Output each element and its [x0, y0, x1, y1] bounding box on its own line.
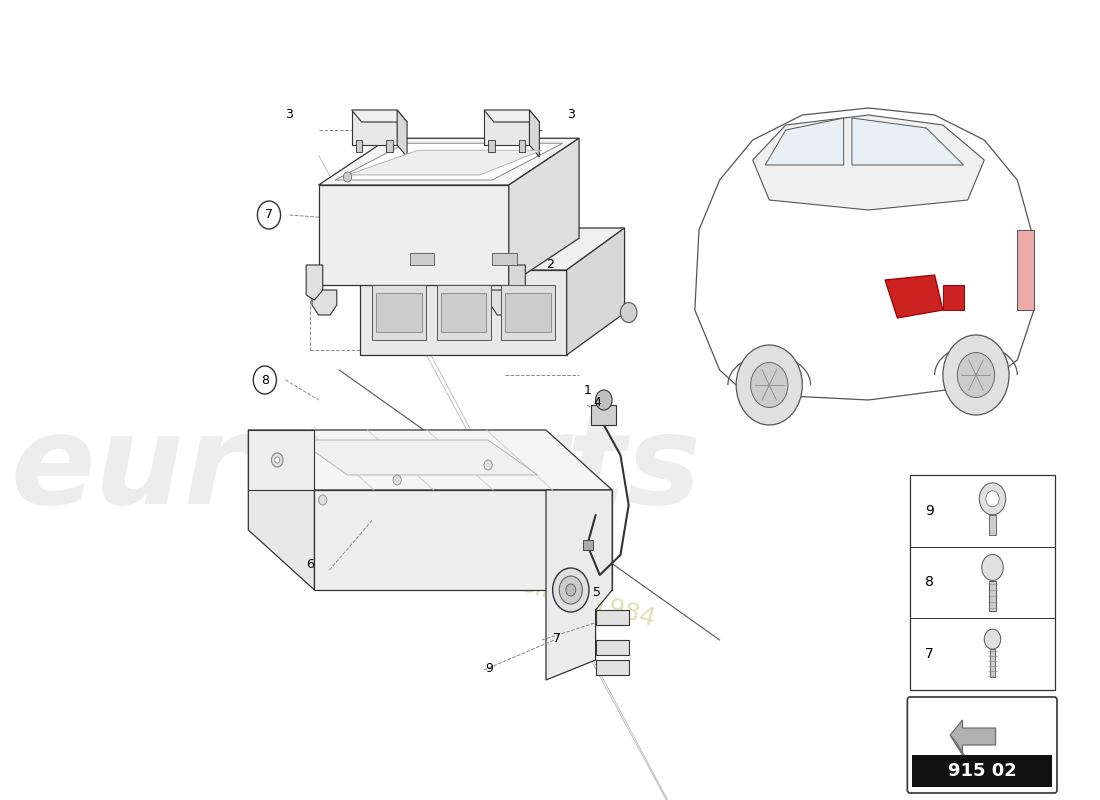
Circle shape: [982, 554, 1003, 581]
Circle shape: [272, 453, 283, 467]
FancyBboxPatch shape: [908, 697, 1057, 793]
Text: 4: 4: [593, 397, 601, 410]
Polygon shape: [319, 138, 579, 185]
Circle shape: [253, 366, 276, 394]
Bar: [989, 515, 996, 535]
Text: 6: 6: [306, 558, 315, 571]
Polygon shape: [766, 118, 844, 165]
Circle shape: [565, 584, 575, 596]
Circle shape: [943, 335, 1009, 415]
Text: 7: 7: [925, 647, 934, 661]
Polygon shape: [352, 110, 397, 145]
Circle shape: [984, 629, 1001, 649]
Circle shape: [559, 576, 582, 604]
Polygon shape: [249, 430, 612, 490]
Text: 2: 2: [546, 258, 554, 271]
Text: europarts: europarts: [10, 410, 702, 530]
Text: 5: 5: [593, 586, 601, 599]
Bar: [1018, 230, 1034, 310]
Bar: [943, 285, 964, 310]
Circle shape: [750, 362, 788, 407]
Text: 7: 7: [265, 209, 273, 222]
Bar: [372, 285, 426, 340]
Bar: [989, 581, 996, 610]
Bar: [910, 475, 1055, 690]
Circle shape: [986, 491, 999, 507]
Polygon shape: [306, 265, 322, 300]
Polygon shape: [886, 275, 943, 318]
Circle shape: [484, 460, 492, 470]
Polygon shape: [851, 118, 964, 165]
Bar: [502, 285, 556, 340]
Bar: [386, 140, 393, 152]
Text: 8: 8: [261, 374, 268, 386]
Bar: [437, 285, 491, 340]
Text: a passion for parts since 1984: a passion for parts since 1984: [286, 510, 658, 630]
Circle shape: [979, 483, 1005, 515]
Bar: [595, 640, 629, 655]
Bar: [409, 253, 434, 265]
Bar: [583, 540, 593, 550]
Polygon shape: [315, 490, 612, 590]
Bar: [355, 140, 362, 152]
Bar: [376, 293, 422, 332]
Polygon shape: [752, 115, 984, 210]
Bar: [592, 405, 616, 425]
Text: 9: 9: [925, 504, 934, 518]
Bar: [506, 293, 551, 332]
Text: 915 02: 915 02: [948, 762, 1016, 780]
Polygon shape: [546, 490, 612, 680]
Bar: [488, 140, 495, 152]
Circle shape: [595, 390, 612, 410]
Circle shape: [620, 302, 637, 322]
Bar: [912, 755, 1052, 787]
Polygon shape: [695, 108, 1034, 400]
Polygon shape: [950, 720, 996, 755]
Polygon shape: [566, 228, 625, 355]
Polygon shape: [249, 430, 315, 490]
Circle shape: [319, 495, 327, 505]
Circle shape: [552, 568, 589, 612]
Polygon shape: [484, 110, 529, 145]
Bar: [519, 140, 526, 152]
Bar: [595, 610, 629, 625]
Polygon shape: [348, 150, 542, 175]
Polygon shape: [509, 265, 526, 300]
Polygon shape: [319, 185, 509, 285]
Polygon shape: [950, 735, 969, 763]
Bar: [595, 660, 629, 675]
Polygon shape: [360, 270, 566, 355]
Circle shape: [393, 475, 402, 485]
Polygon shape: [249, 430, 315, 590]
Polygon shape: [360, 228, 625, 270]
Polygon shape: [352, 110, 407, 122]
Text: 9: 9: [485, 662, 493, 674]
Circle shape: [343, 172, 352, 182]
Circle shape: [257, 201, 280, 229]
Text: 8: 8: [925, 575, 934, 590]
Bar: [441, 293, 486, 332]
Circle shape: [275, 457, 279, 463]
Polygon shape: [491, 290, 516, 315]
Text: 3: 3: [566, 109, 574, 122]
Polygon shape: [484, 110, 539, 122]
Polygon shape: [312, 290, 337, 315]
Bar: [990, 649, 996, 677]
Text: 3: 3: [286, 109, 294, 122]
Bar: [492, 253, 517, 265]
Polygon shape: [529, 110, 539, 157]
Circle shape: [957, 353, 994, 398]
Polygon shape: [336, 143, 562, 180]
Polygon shape: [397, 110, 407, 157]
Text: 1: 1: [583, 383, 591, 397]
Circle shape: [736, 345, 802, 425]
Polygon shape: [298, 440, 538, 475]
Polygon shape: [509, 138, 579, 285]
Text: 7: 7: [552, 631, 561, 645]
